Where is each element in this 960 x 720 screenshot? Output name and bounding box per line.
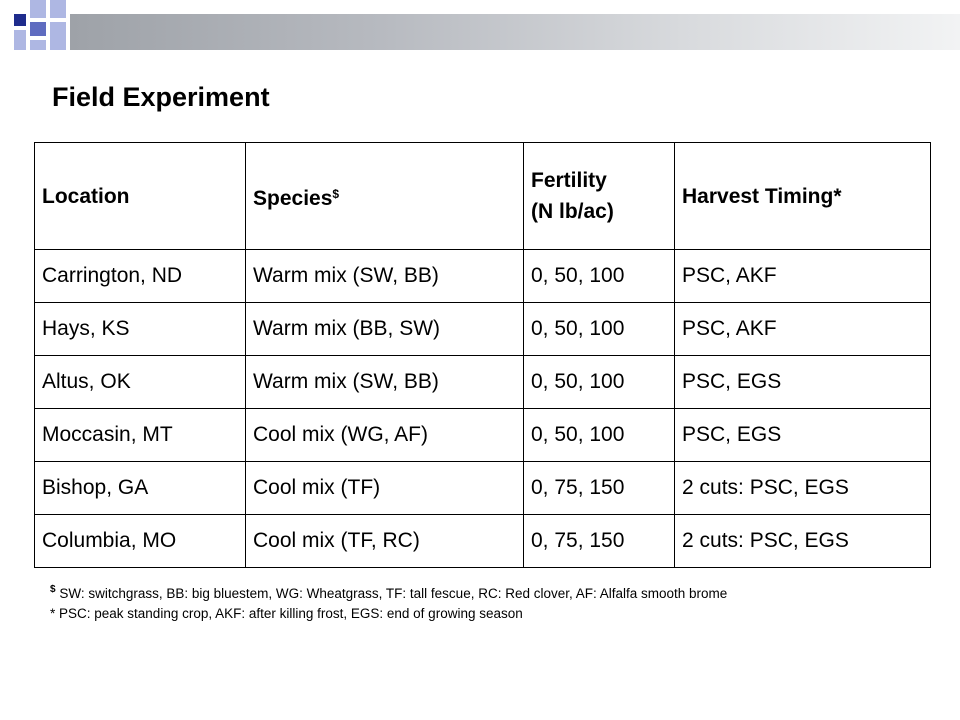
field-experiment-table: Location Species$ Fertility (N lb/ac) Har… [34,142,931,568]
cell-location: Altus, OK [34,355,246,409]
species-footnote: $ SW: switchgrass, BB: big bluestem, WG:… [50,580,727,604]
species-footnote-marker: $ [332,186,340,201]
table-row: Columbia, MO Cool mix (TF, RC) 0, 75, 15… [34,514,931,568]
cell-species: Warm mix (SW, BB) [245,249,524,303]
cell-harvest: 2 cuts: PSC, EGS [674,514,931,568]
cell-harvest: PSC, EGS [674,355,931,409]
cell-fertility: 0, 75, 150 [523,514,675,568]
table-row: Hays, KS Warm mix (BB, SW) 0, 50, 100 PS… [34,302,931,356]
header-species: Species$ [245,142,524,250]
header-fertility-line1: Fertility [531,169,607,192]
cell-species: Cool mix (WG, AF) [245,408,524,462]
cell-fertility: 0, 50, 100 [523,249,675,303]
cell-harvest: PSC, AKF [674,249,931,303]
table-row: Altus, OK Warm mix (SW, BB) 0, 50, 100 P… [34,355,931,409]
header-fertility-line2: (N lb/ac) [531,200,614,223]
species-footnote-mark: $ [50,584,56,595]
cell-fertility: 0, 50, 100 [523,408,675,462]
header-harvest-timing: Harvest Timing* [674,142,931,250]
corner-square-light [50,0,66,18]
cell-location: Hays, KS [34,302,246,356]
slide-title: Field Experiment [52,82,270,112]
cell-location: Bishop, GA [34,461,246,515]
cell-harvest: PSC, EGS [674,408,931,462]
table-row: Moccasin, MT Cool mix (WG, AF) 0, 50, 10… [34,408,931,462]
cell-harvest: PSC, AKF [674,302,931,356]
cell-harvest: 2 cuts: PSC, EGS [674,461,931,515]
species-footnote-text: SW: switchgrass, BB: big bluestem, WG: W… [55,586,728,601]
cell-fertility: 0, 50, 100 [523,302,675,356]
header-species-label: Species [253,186,333,210]
cell-species: Cool mix (TF, RC) [245,514,524,568]
table-row: Carrington, ND Warm mix (SW, BB) 0, 50, … [34,249,931,303]
corner-square-dark [14,14,26,26]
header-harvest-label: Harvest Timing* [682,184,842,208]
cell-fertility: 0, 75, 150 [523,461,675,515]
corner-square-light [30,40,46,50]
cell-location: Carrington, ND [34,249,246,303]
table-row: Bishop, GA Cool mix (TF) 0, 75, 150 2 cu… [34,461,931,515]
header-fertility: Fertility (N lb/ac) [523,142,675,250]
header-gradient-bar [70,14,960,50]
corner-square-mid [30,22,46,36]
corner-square-light [14,30,26,50]
corner-square-light [30,0,46,18]
cell-species: Cool mix (TF) [245,461,524,515]
header-location-label: Location [42,184,130,208]
footnotes: $ SW: switchgrass, BB: big bluestem, WG:… [50,580,727,624]
cell-fertility: 0, 50, 100 [523,355,675,409]
cell-species: Warm mix (BB, SW) [245,302,524,356]
header-location: Location [34,142,246,250]
cell-location: Moccasin, MT [34,408,246,462]
table-header-row: Location Species$ Fertility (N lb/ac) Har… [34,142,931,250]
cell-species: Warm mix (SW, BB) [245,355,524,409]
harvest-footnote: * PSC: peak standing crop, AKF: after ki… [50,606,523,621]
cell-location: Columbia, MO [34,514,246,568]
corner-square-light [50,22,66,50]
